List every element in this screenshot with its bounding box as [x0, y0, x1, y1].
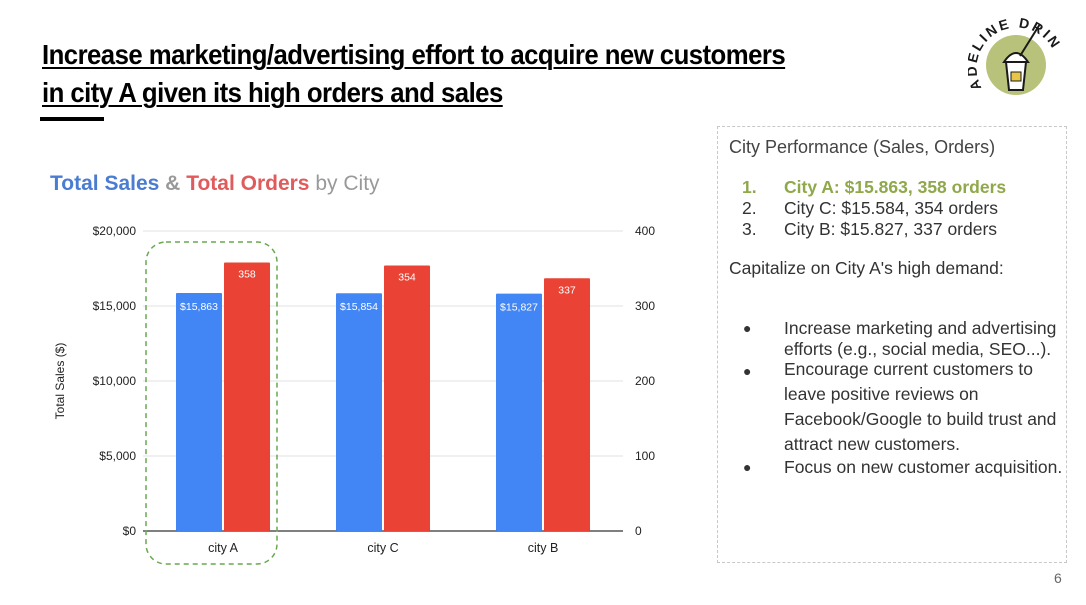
sales-bar-label: $15,827	[500, 302, 538, 314]
orders-bar	[384, 265, 430, 531]
chart-title-amp: &	[165, 172, 181, 195]
ranking-text: City C: $15.584, 354 orders	[784, 198, 999, 218]
ranking-number: 1.	[742, 177, 757, 197]
x-tick-label: city A	[208, 541, 239, 555]
brand-logo: ADELINE DRINK	[968, 10, 1062, 95]
x-tick-label: city C	[367, 541, 398, 555]
recommendation-item: ● Increase marketing and advertising eff…	[729, 318, 1064, 360]
bullet-dot-icon: ●	[743, 320, 752, 336]
page-number: 6	[1054, 570, 1062, 586]
y2-tick-label: 400	[635, 224, 655, 238]
ranking-list: 1. City A: $15.863, 358 orders 2. City C…	[729, 177, 1059, 240]
chart-title-orders: Total Orders	[186, 172, 310, 195]
y2-tick-label: 200	[635, 374, 655, 388]
orders-bar	[544, 278, 590, 531]
y2-tick-label: 100	[635, 449, 655, 463]
y-tick-label: $20,000	[93, 224, 137, 238]
orders-bar	[224, 262, 270, 531]
ranking-number: 2.	[742, 198, 757, 218]
bullet-dot-icon: ●	[743, 363, 752, 379]
bullet-dot-icon: ●	[743, 459, 752, 475]
recommendation-item: ● Encourage current customers to leave p…	[729, 359, 1064, 457]
sales-bar	[336, 293, 382, 531]
recommendation-list: ● Increase marketing and advertising eff…	[729, 318, 1064, 478]
title-underline-rule	[40, 117, 104, 121]
sales-bar	[496, 293, 542, 531]
ranking-number: 3.	[742, 219, 757, 239]
y2-tick-label: 300	[635, 299, 655, 313]
ranking-text: City A: $15.863, 358 orders	[784, 177, 1007, 197]
ranking-item: 2. City C: $15.584, 354 orders	[729, 198, 1059, 219]
sales-bar-label: $15,854	[340, 301, 378, 313]
recommendation-text: Encourage current customers to leave pos…	[784, 359, 1057, 454]
orders-bar-label: 354	[398, 272, 416, 284]
logo-cup-label	[1010, 71, 1022, 82]
ranking-text: City B: $15.827, 337 orders	[784, 219, 998, 239]
y2-axis-title: Total Orders	[679, 348, 680, 413]
recommendation-text: Focus on new customer acquisition.	[784, 457, 1063, 477]
chart-title-sales: Total Sales	[50, 172, 160, 195]
y-axis-title: Total Sales ($)	[53, 343, 67, 420]
sales-bar-label: $15,863	[180, 301, 218, 313]
orders-bar-label: 358	[238, 269, 256, 281]
slide-title: Increase marketing/advertising effort to…	[42, 36, 842, 112]
y-tick-label: $0	[123, 524, 137, 538]
chart-title-by: by City	[315, 172, 380, 195]
recommendation-text: Increase marketing and advertising effor…	[784, 318, 1057, 359]
ranking-item: 1. City A: $15.863, 358 orders	[729, 177, 1059, 198]
slide-title-line-2: in city A given its high orders and sale…	[42, 77, 503, 108]
y-tick-label: $5,000	[99, 449, 136, 463]
orders-bar-label: 337	[558, 284, 576, 296]
city-performance-panel: City Performance (Sales, Orders) 1. City…	[717, 126, 1067, 563]
sales-bar	[176, 293, 222, 531]
logo-cup-cream	[1002, 52, 1030, 63]
y-tick-label: $15,000	[93, 299, 137, 313]
panel-title: City Performance (Sales, Orders)	[729, 137, 996, 157]
slide-title-line-1: Increase marketing/advertising effort to…	[42, 39, 786, 70]
ranking-item: 3. City B: $15.827, 337 orders	[729, 219, 1059, 240]
recommendation-item: ● Focus on new customer acquisition.	[729, 457, 1064, 478]
highlight-outline	[145, 241, 278, 565]
y-tick-label: $10,000	[93, 374, 137, 388]
logo-straw	[1019, 23, 1041, 57]
chart-title: Total Sales & Total Orders by City	[50, 172, 380, 196]
sales-orders-chart: $0 0 $5,000 100 $10,000 200 $15,000 300 $20,000 4…	[53, 224, 680, 565]
capitalize-heading: Capitalize on City A's high demand:	[729, 258, 1004, 278]
y2-tick-label: 0	[635, 524, 642, 538]
x-tick-label: city B	[528, 541, 559, 555]
